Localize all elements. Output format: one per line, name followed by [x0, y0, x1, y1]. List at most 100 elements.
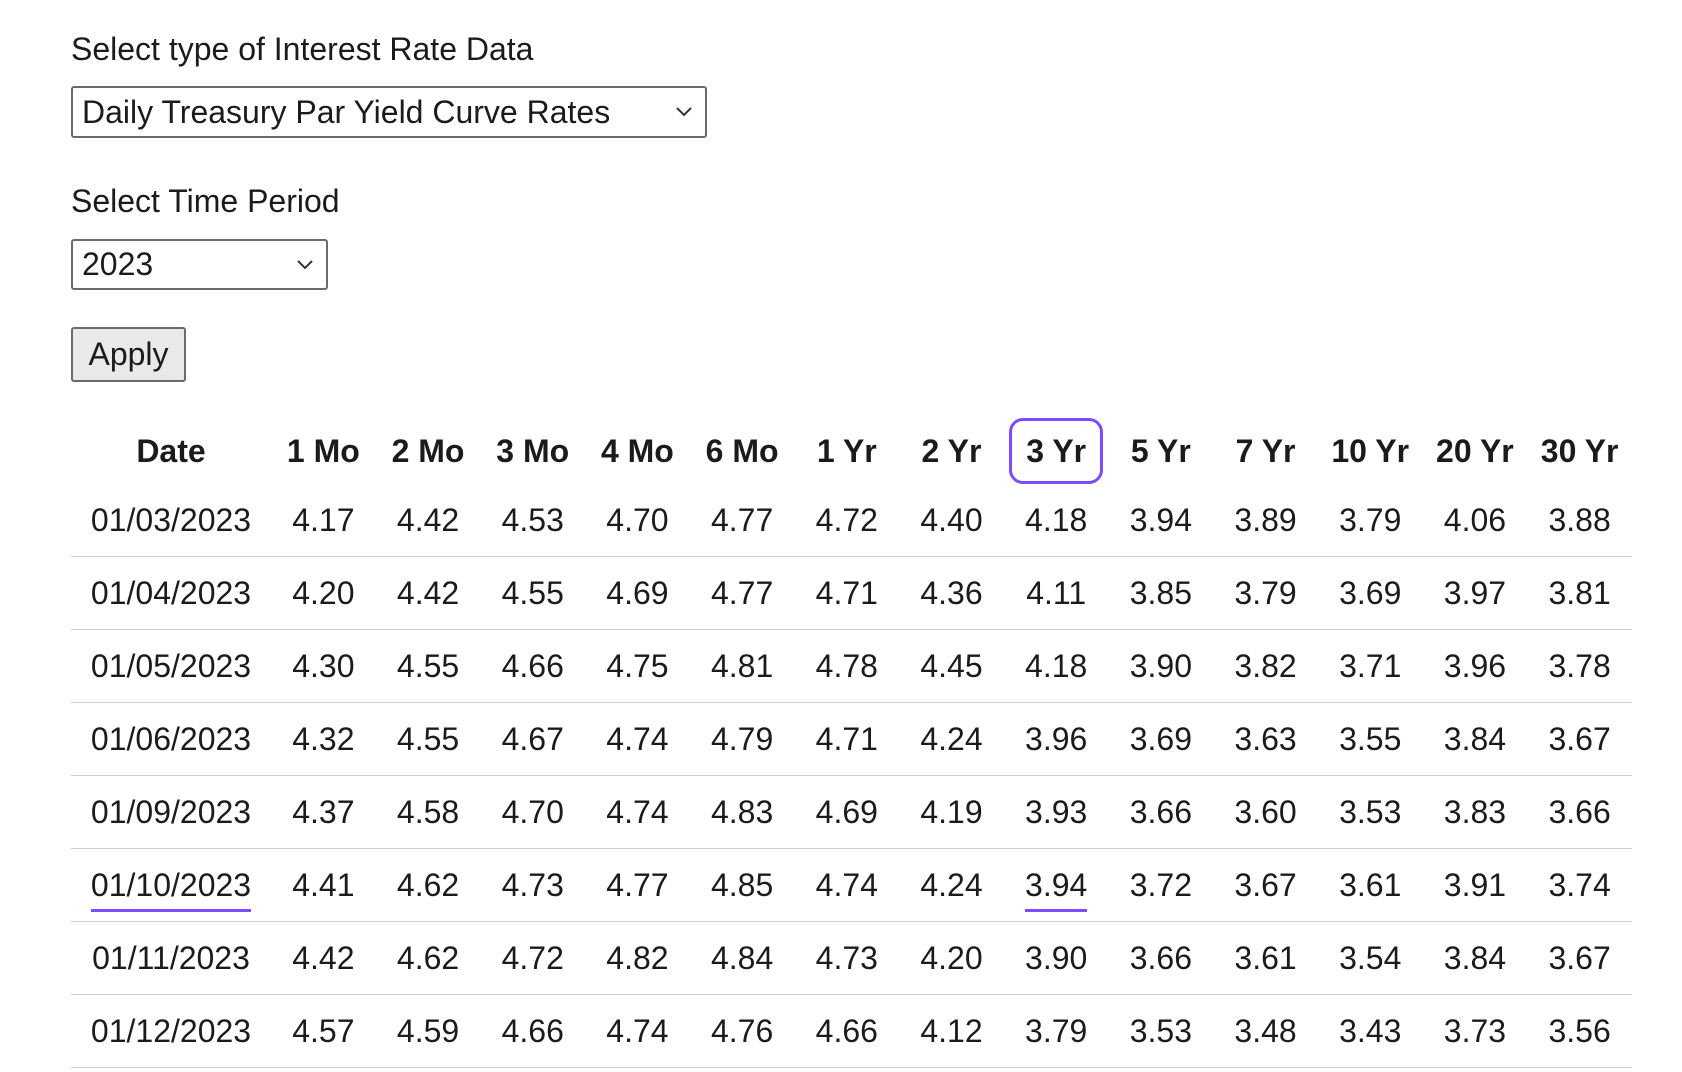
rate-cell: 4.71 — [794, 556, 900, 630]
cell-text: 4.77 — [710, 574, 774, 611]
apply-button[interactable]: Apply — [71, 327, 186, 382]
rate-cell: 3.71 — [1317, 629, 1423, 703]
rate-cell: 4.74 — [585, 702, 690, 776]
cell-text: 4.81 — [710, 647, 774, 684]
rate-cell: 3.55 — [1317, 702, 1423, 776]
date-cell: 01/12/2023 — [71, 994, 271, 1068]
rate-cell: 4.17 — [271, 484, 376, 557]
cell-text: 4.78 — [815, 647, 878, 684]
cell-text: 3.88 — [1548, 501, 1611, 538]
cell-text: 4.42 — [292, 939, 355, 976]
date-cell: 01/11/2023 — [71, 921, 271, 995]
cell-text: 4.12 — [920, 1012, 983, 1049]
cell-text: 4.74 — [606, 1012, 669, 1049]
column-header: 3 Mo — [480, 418, 585, 484]
cell-text: 4.30 — [292, 647, 355, 684]
rate-cell: 3.48 — [1213, 994, 1318, 1068]
period-select[interactable]: 2023 — [71, 239, 328, 290]
cell-text: 3.97 — [1443, 574, 1507, 611]
cell-text: 4.66 — [501, 1012, 564, 1049]
header-text: 5 Yr — [1130, 432, 1191, 469]
cell-text: 4.69 — [606, 574, 669, 611]
rate-cell: 4.74 — [585, 775, 690, 849]
rate-cell: 4.73 — [480, 848, 586, 922]
rate-cell: 4.78 — [794, 629, 900, 703]
rate-cell: 4.73 — [794, 921, 900, 995]
chevron — [297, 259, 313, 269]
rate-cell: 4.36 — [899, 556, 1004, 630]
cell-text: 3.94 — [1025, 866, 1088, 912]
rate-cell: 4.11 — [1003, 556, 1109, 630]
rate-cell: 4.18 — [1003, 629, 1109, 703]
rate-cell: 4.66 — [480, 994, 586, 1068]
type-select[interactable]: Daily Treasury Par Yield Curve Rates — [71, 86, 707, 138]
rate-cell: 4.45 — [899, 629, 1004, 703]
cell-text: 01/06/2023 — [90, 720, 252, 757]
cell-text: 4.77 — [606, 866, 669, 903]
rate-cell: 4.20 — [899, 921, 1004, 995]
column-header: 2 Yr — [899, 418, 1004, 484]
table-row: 01/06/2023 4.32 4.55 4.67 4.74 4.79 4.71 4.24 3.… — [71, 702, 1632, 776]
rate-cell: 4.72 — [480, 921, 586, 995]
cell-text: 4.32 — [292, 720, 355, 757]
cell-text: 4.62 — [396, 939, 460, 976]
table-row: 01/12/2023 4.57 4.59 4.66 4.74 4.76 4.66 4.12 3.… — [71, 994, 1632, 1068]
cell-text: 3.66 — [1548, 793, 1611, 830]
rate-cell: 4.72 — [794, 484, 900, 557]
cell-text: 3.54 — [1339, 939, 1402, 976]
cell-text: 4.70 — [501, 793, 564, 830]
date-cell: 01/03/2023 — [71, 484, 271, 557]
rate-cell: 4.59 — [375, 994, 481, 1068]
rate-cell: 4.62 — [375, 921, 481, 995]
header-text: Date — [136, 432, 206, 469]
cell-text: 4.82 — [606, 939, 669, 976]
rate-cell: 4.77 — [689, 556, 795, 630]
cell-text: 4.17 — [292, 501, 355, 538]
cell-text: 4.55 — [501, 574, 564, 611]
rate-cell: 3.94 — [1003, 848, 1109, 922]
header-text: 3 Mo — [496, 432, 570, 469]
rate-cell: 4.12 — [899, 994, 1004, 1068]
rate-cell: 3.93 — [1003, 775, 1109, 849]
rate-cell: 3.67 — [1527, 921, 1632, 995]
rates-table: Date 1 Mo 2 Mo 3 Mo 4 Mo 6 Mo 1 Yr 2 Yr 3 Yr 5 Yr… — [71, 417, 1632, 1068]
cell-text: 4.58 — [396, 793, 460, 830]
cell-text: 3.73 — [1443, 1012, 1507, 1049]
header-text: 3 Yr — [1009, 417, 1104, 484]
rate-cell: 4.70 — [585, 484, 690, 557]
cell-text: 4.69 — [815, 793, 878, 830]
cell-text: 4.37 — [292, 793, 355, 830]
rate-cell: 4.32 — [271, 702, 376, 776]
rate-cell: 4.20 — [271, 556, 376, 630]
cell-text: 4.76 — [710, 1012, 774, 1049]
rate-cell: 3.90 — [1003, 921, 1109, 995]
period-label: Select Time Period — [71, 183, 340, 219]
cell-text: 4.24 — [920, 866, 983, 903]
column-header: 5 Yr — [1109, 418, 1214, 484]
rate-cell: 4.55 — [375, 702, 481, 776]
rate-cell: 3.61 — [1317, 848, 1423, 922]
rate-cell: 3.67 — [1213, 848, 1318, 922]
cell-text: 3.84 — [1443, 939, 1507, 976]
table-row: 01/03/2023 4.17 4.42 4.53 4.70 4.77 4.72 4.40 4.… — [71, 484, 1632, 557]
rate-cell: 3.91 — [1422, 848, 1528, 922]
rate-cell: 4.57 — [271, 994, 376, 1068]
date-cell: 01/09/2023 — [71, 775, 271, 849]
rate-cell: 4.19 — [899, 775, 1004, 849]
cell-text: 4.18 — [1025, 501, 1088, 538]
cell-text: 3.53 — [1129, 1012, 1192, 1049]
table-row: 01/09/2023 4.37 4.58 4.70 4.74 4.83 4.69 4.19 3.… — [71, 775, 1632, 849]
rate-cell: 3.79 — [1213, 556, 1318, 630]
cell-text: 3.93 — [1025, 793, 1088, 830]
cell-text: 3.61 — [1339, 866, 1402, 903]
cell-text: 4.79 — [710, 720, 774, 757]
rate-cell: 4.77 — [585, 848, 690, 922]
cell-text: 01/10/2023 — [90, 866, 252, 912]
header-text: 6 Mo — [705, 432, 779, 469]
cell-text: 4.18 — [1025, 647, 1088, 684]
type-label: Select type of Interest Rate Data — [71, 31, 534, 67]
cell-text: 3.67 — [1548, 720, 1611, 757]
cell-text: 01/04/2023 — [90, 574, 252, 611]
rate-cell: 3.72 — [1108, 848, 1214, 922]
header-text: 7 Yr — [1235, 432, 1296, 469]
